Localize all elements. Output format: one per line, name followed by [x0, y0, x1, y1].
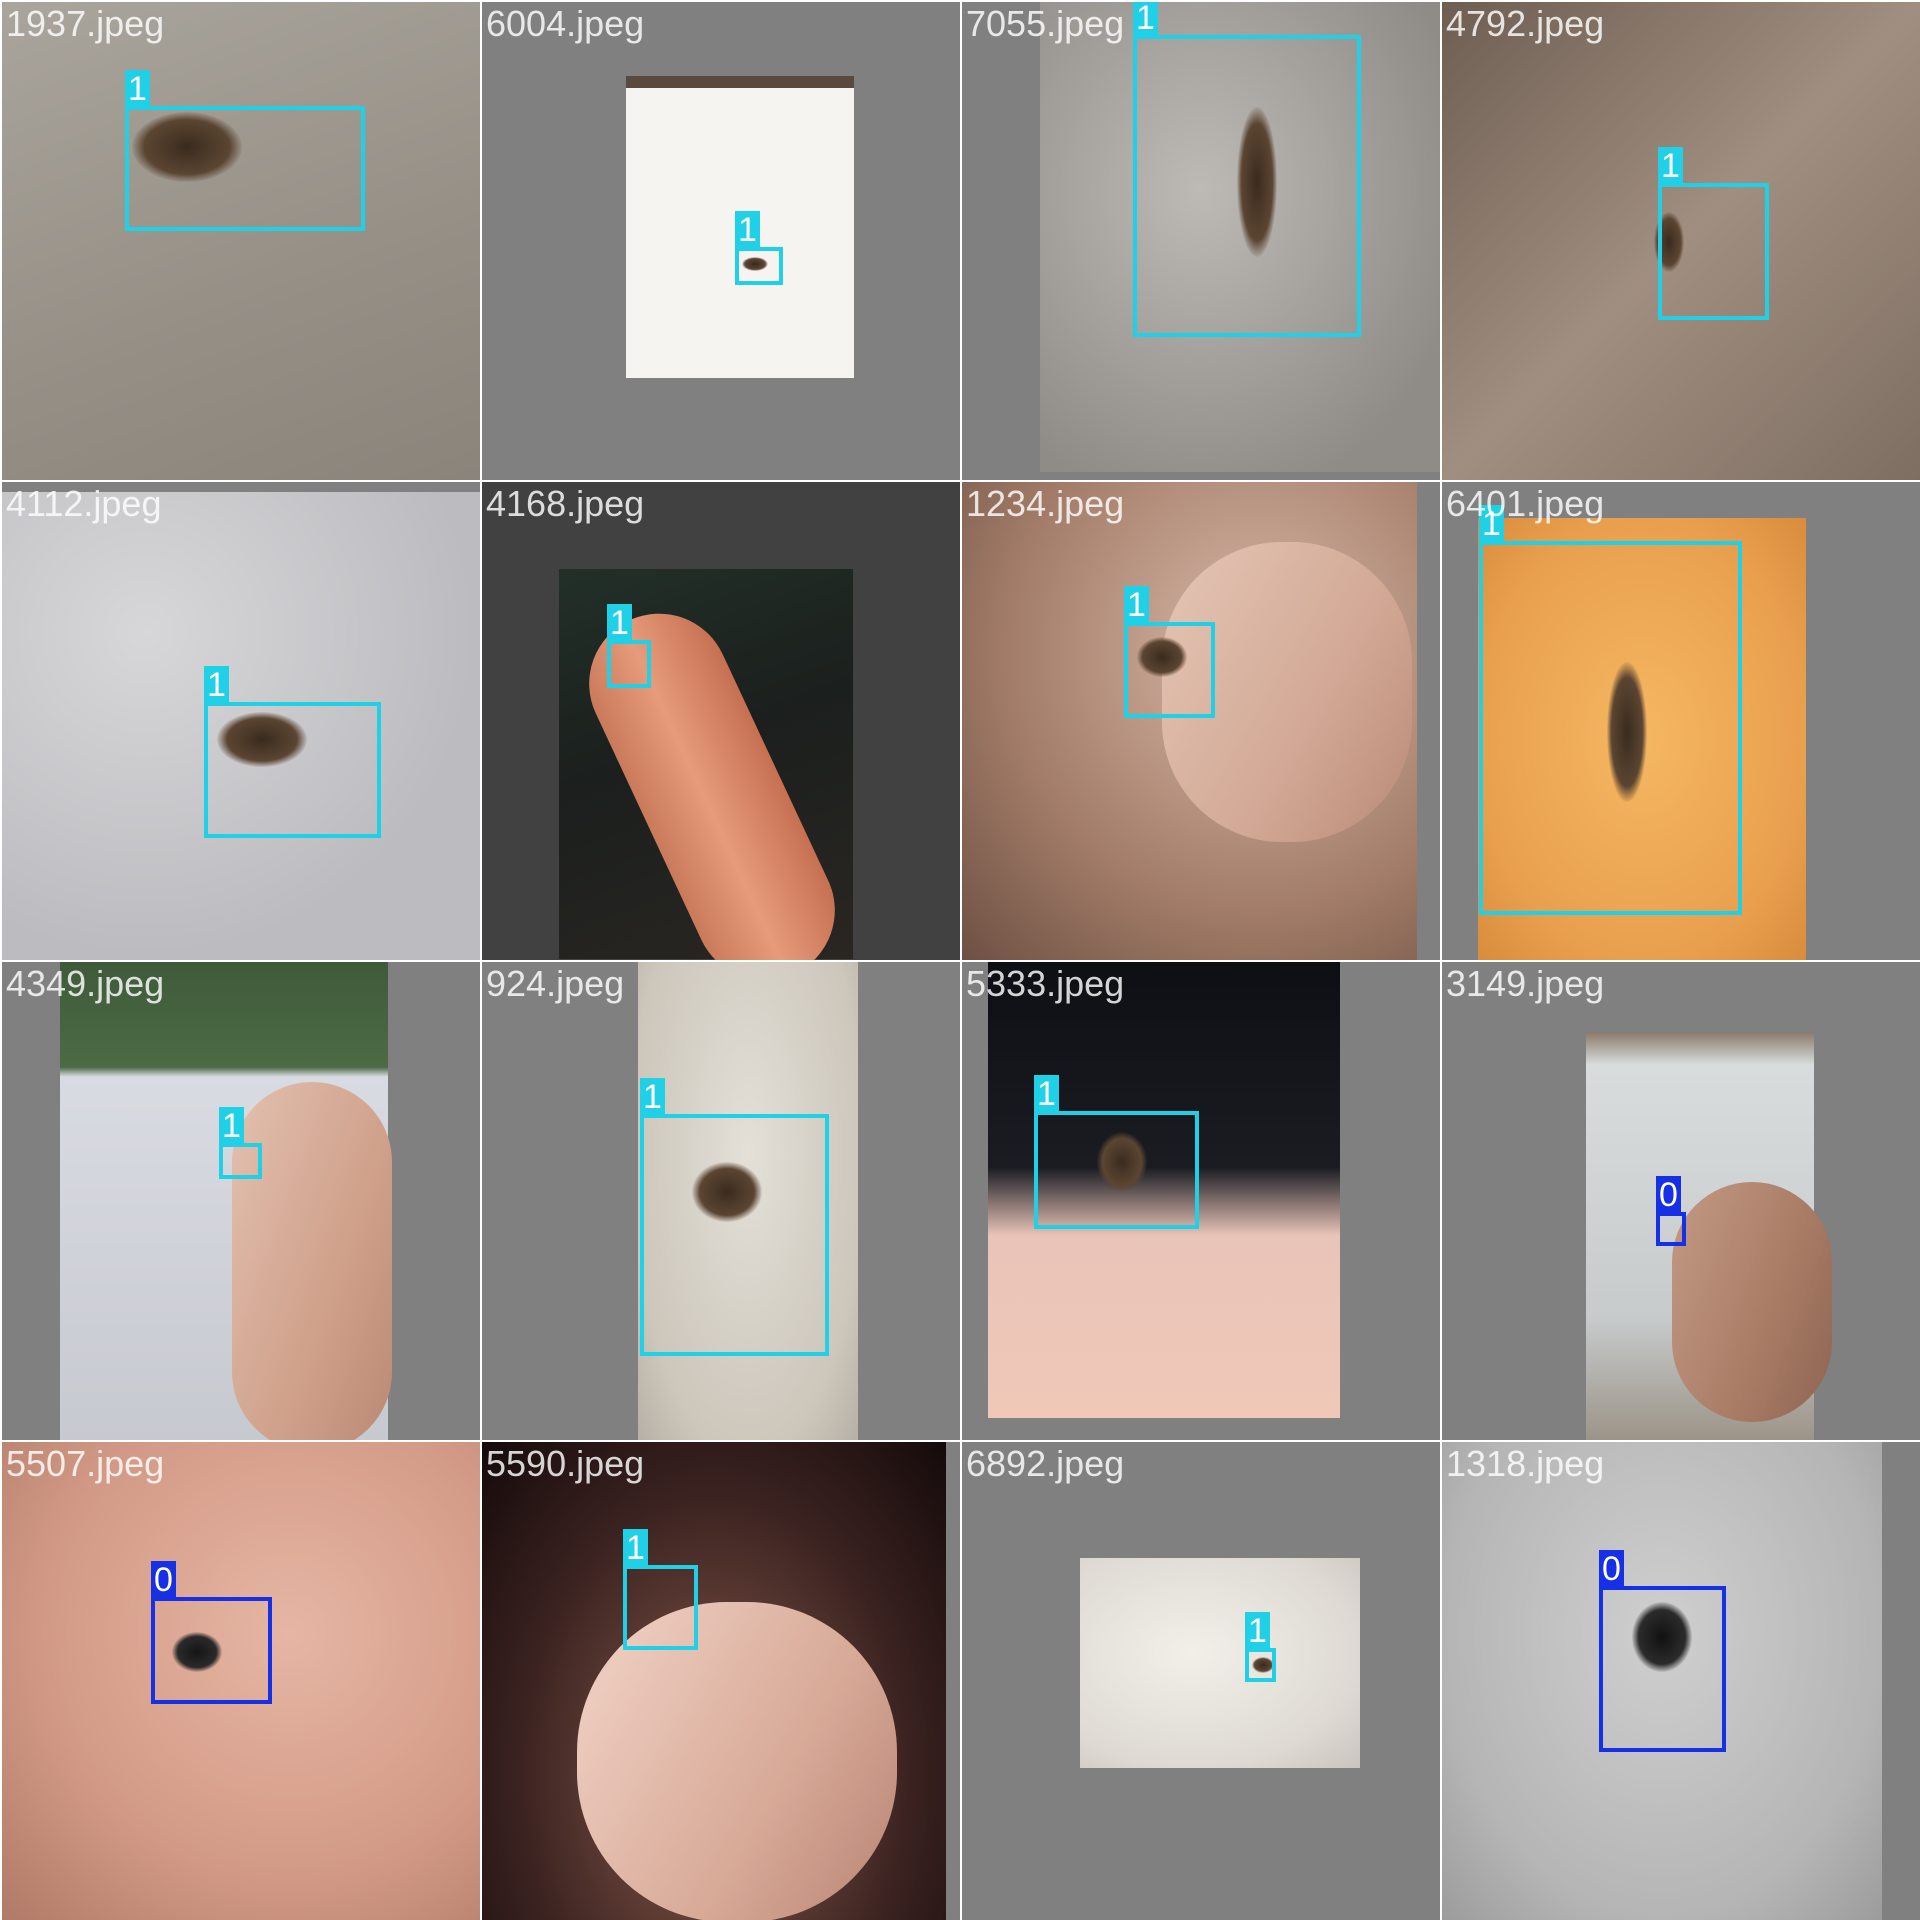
- mosaic-tile[interactable]: 1 4792.jpeg: [1442, 2, 1920, 480]
- bounding-box: 1: [1245, 1612, 1276, 1682]
- mosquito-image: [692, 1162, 762, 1222]
- mosaic-tile[interactable]: 1 1937.jpeg: [2, 2, 480, 480]
- bounding-box: 1: [623, 1529, 698, 1650]
- tile-filename: 4112.jpeg: [6, 483, 162, 524]
- mosaic-tile[interactable]: 1 5333.jpeg: [962, 962, 1440, 1440]
- class-label: 0: [151, 1561, 176, 1599]
- mosaic-tile[interactable]: 1 6892.jpeg: [962, 1442, 1440, 1920]
- tile-filename: 4792.jpeg: [1446, 3, 1605, 44]
- mosaic-tile[interactable]: 1 4168.jpeg: [482, 482, 960, 960]
- tile-filename: 3149.jpeg: [1446, 963, 1605, 1004]
- class-label: 1: [1124, 586, 1149, 624]
- mosquito-image: [742, 257, 768, 271]
- tile-filename: 1318.jpeg: [1446, 1443, 1605, 1484]
- bounding-box: 0: [151, 1561, 272, 1704]
- mosaic-tile[interactable]: 1 4349.jpeg: [2, 962, 480, 1440]
- tile-filename: 7055.jpeg: [966, 3, 1125, 44]
- class-label: 1: [640, 1078, 665, 1116]
- mosquito-image: [1097, 1132, 1147, 1192]
- class-label: 1: [219, 1107, 244, 1145]
- class-label: 1: [1479, 505, 1504, 543]
- mosaic-tile[interactable]: 0 3149.jpeg: [1442, 962, 1920, 1440]
- mosaic-tile[interactable]: 1 4112.jpeg: [2, 482, 480, 960]
- tile-filename: 1937.jpeg: [6, 3, 165, 44]
- mosquito-image: [1632, 1602, 1692, 1672]
- bounding-box: 1: [607, 604, 651, 688]
- bounding-box: 1: [640, 1078, 829, 1356]
- mosaic-tile[interactable]: 0 1318.jpeg: [1442, 1442, 1920, 1920]
- hand-image: [232, 1082, 392, 1440]
- tile-filename: 4168.jpeg: [486, 483, 645, 524]
- thumb-image: [1162, 542, 1412, 842]
- tile-filename: 4349.jpeg: [6, 963, 165, 1004]
- bounding-box: 1: [1658, 147, 1769, 320]
- mosquito-image: [172, 1632, 222, 1672]
- bounding-box: 1: [1034, 1075, 1199, 1229]
- tile-filename: 6892.jpeg: [966, 1443, 1125, 1484]
- class-label: 1: [1034, 1075, 1059, 1113]
- photo: [1080, 1558, 1360, 1768]
- mosaic-tile[interactable]: 1 5590.jpeg: [482, 1442, 960, 1920]
- bounding-box: 1: [1133, 2, 1361, 337]
- class-label: 0: [1599, 1550, 1624, 1588]
- bounding-box: 1: [219, 1107, 262, 1179]
- bounding-box: 1: [735, 211, 783, 285]
- bounding-box: 0: [1599, 1550, 1726, 1752]
- mosquito-image: [1252, 1657, 1274, 1673]
- bounding-box: 1: [125, 70, 365, 231]
- mosquito-image: [1607, 662, 1647, 802]
- class-label: 1: [1245, 1612, 1270, 1650]
- tile-filename: 5333.jpeg: [966, 963, 1125, 1004]
- bounding-box: 1: [1479, 505, 1742, 915]
- mosaic-tile[interactable]: 1 6401.jpeg: [1442, 482, 1920, 960]
- class-label: 1: [1658, 147, 1683, 185]
- tile-filename: 5507.jpeg: [6, 1443, 165, 1484]
- finger-image: [577, 1602, 897, 1920]
- photo: [988, 962, 1340, 1418]
- tile-filename: 6401.jpeg: [1446, 483, 1605, 524]
- mosaic-tile[interactable]: 1 7055.jpeg: [962, 2, 1440, 480]
- tile-filename: 1234.jpeg: [966, 483, 1125, 524]
- mosaic-tile[interactable]: 1 1234.jpeg: [962, 482, 1440, 960]
- mosaic-tile[interactable]: 1 924.jpeg: [482, 962, 960, 1440]
- mosquito-image: [1237, 107, 1277, 257]
- class-label: 1: [735, 211, 760, 249]
- class-label: 1: [607, 604, 632, 642]
- photo: [2, 2, 480, 480]
- mosquito-image: [132, 112, 242, 182]
- mosquito-image: [217, 712, 307, 767]
- photo: [1442, 1442, 1882, 1920]
- bounding-box: 0: [1656, 1176, 1686, 1246]
- mosquito-image: [1137, 637, 1187, 677]
- bounding-box: 1: [204, 666, 381, 838]
- photo: [2, 1442, 480, 1920]
- photo: [1040, 2, 1440, 472]
- mosaic-tile[interactable]: 1 6004.jpeg: [482, 2, 960, 480]
- tile-filename: 5590.jpeg: [486, 1443, 645, 1484]
- class-label: 0: [1656, 1176, 1681, 1214]
- mosaic-tile[interactable]: 0 5507.jpeg: [2, 1442, 480, 1920]
- hand-image: [1672, 1182, 1832, 1422]
- class-label: 1: [125, 70, 150, 108]
- tile-filename: 6004.jpeg: [486, 3, 645, 44]
- class-label: 1: [623, 1529, 648, 1567]
- bounding-box: 1: [1124, 586, 1215, 718]
- class-label: 1: [1133, 2, 1158, 37]
- tile-filename: 924.jpeg: [486, 963, 625, 1004]
- class-label: 1: [204, 666, 229, 704]
